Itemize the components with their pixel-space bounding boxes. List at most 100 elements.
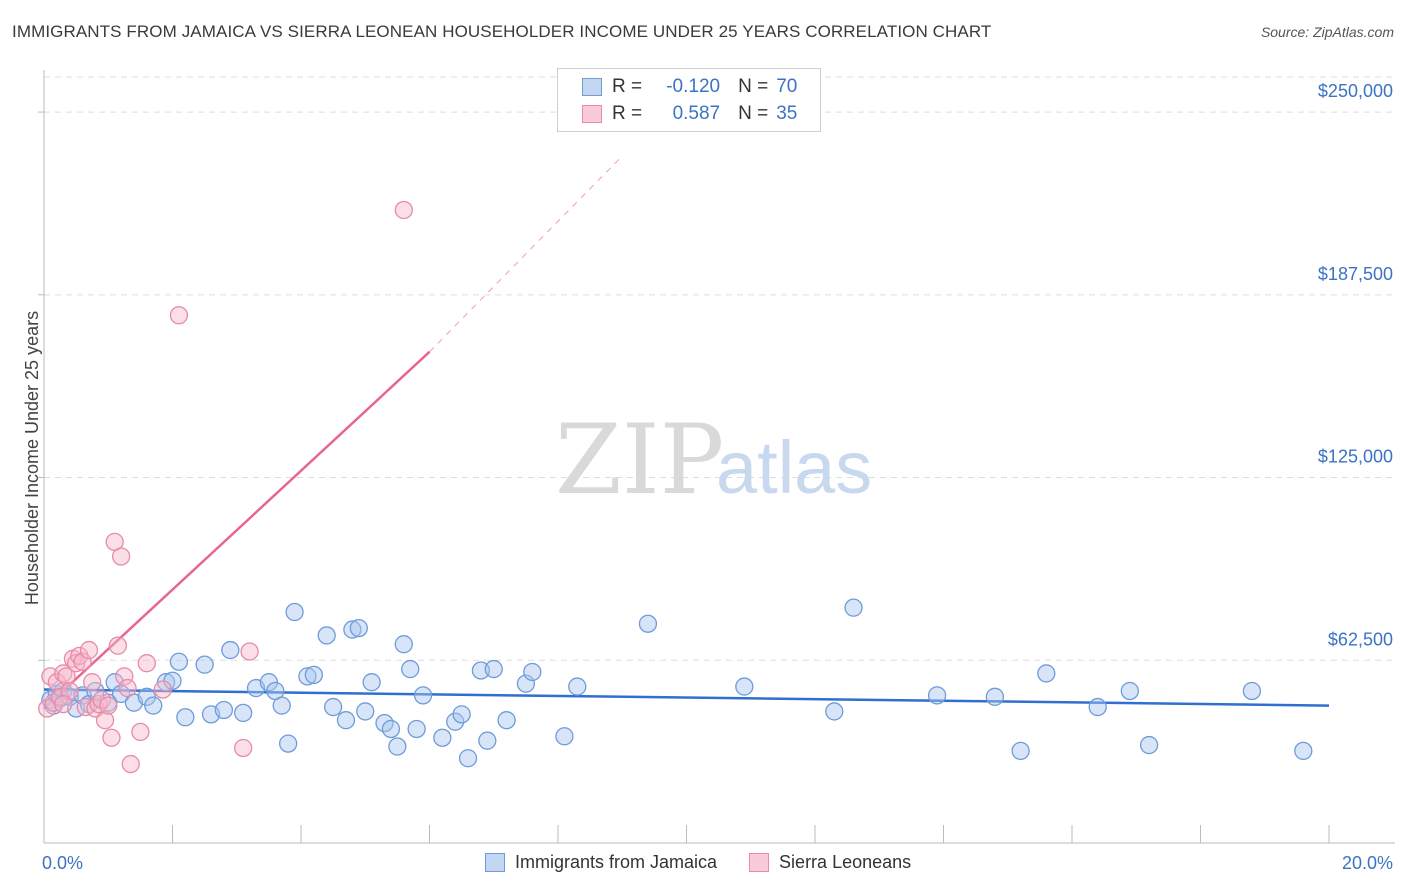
point-jamaica xyxy=(1011,741,1030,761)
point-sierra-leonean xyxy=(73,652,92,671)
axes xyxy=(38,70,1395,844)
y-tick-labels: $62,500 $125,000 $187,500 $250,000 xyxy=(1318,81,1393,649)
trend-line-sierra-extension xyxy=(429,155,623,353)
legend-row-jamaica: R = -0.120 N = 70 xyxy=(582,74,797,100)
point-jamaica xyxy=(356,702,375,721)
y-tick-label: $125,000 xyxy=(1318,447,1393,467)
point-sierra-leonean xyxy=(153,680,173,699)
point-jamaica xyxy=(214,700,234,720)
legend-r-value: 0.587 xyxy=(672,103,721,124)
legend-swatch-blue xyxy=(582,78,602,96)
point-sierra-leonean xyxy=(108,636,128,655)
legend-n-label: N = xyxy=(738,103,769,124)
point-sierra-leonean xyxy=(394,200,413,220)
point-jamaica xyxy=(1242,681,1262,701)
point-jamaica xyxy=(1120,681,1139,701)
legend-label-jamaica: Immigrants from Jamaica xyxy=(515,852,718,872)
point-sierra-leonean xyxy=(95,711,115,730)
legend-swatch-pink xyxy=(749,853,770,872)
series-legend: Immigrants from Jamaica Sierra Leoneans xyxy=(485,852,943,873)
point-sierra-leonean xyxy=(234,738,253,758)
x-tick-labels: 0.0% 20.0% xyxy=(42,853,1393,873)
point-sierra-leonean xyxy=(99,696,118,715)
point-sierra-leonean xyxy=(57,667,76,686)
y-tick-label: $62,500 xyxy=(1328,629,1393,649)
point-jamaica xyxy=(478,731,497,750)
point-jamaica xyxy=(1139,735,1159,755)
point-sierra-leonean xyxy=(83,673,102,692)
point-jamaica xyxy=(144,696,163,715)
y-tick-label: $250,000 xyxy=(1318,81,1393,101)
point-jamaica xyxy=(497,711,516,730)
point-jamaica xyxy=(272,696,291,715)
point-sierra-leonean xyxy=(121,754,140,774)
legend-n-label: N = xyxy=(738,76,769,97)
point-jamaica xyxy=(401,659,420,679)
point-jamaica xyxy=(458,749,478,768)
trend-line-jamaica xyxy=(43,688,1330,707)
trend-lines xyxy=(43,155,1330,710)
point-jamaica xyxy=(304,665,324,685)
point-jamaica xyxy=(433,728,452,747)
point-sierra-leonean xyxy=(102,728,121,747)
point-sierra-leonean xyxy=(54,664,73,683)
point-sierra-leonean xyxy=(131,722,150,742)
legend-n-value: 35 xyxy=(776,103,798,124)
point-sierra-leonean xyxy=(137,654,156,673)
legend-swatch-pink xyxy=(582,105,602,123)
point-jamaica xyxy=(278,734,298,753)
point-jamaica xyxy=(516,674,536,693)
point-jamaica xyxy=(1037,664,1056,683)
point-jamaica xyxy=(169,652,189,671)
correlation-legend: R = -0.120 N = 70 R = 0.587 N = 35 xyxy=(557,68,821,132)
y-axis-label: Householder Income Under 25 years xyxy=(22,311,42,605)
y-tick-label: $187,500 xyxy=(1318,264,1393,284)
point-jamaica xyxy=(394,635,413,654)
point-jamaica xyxy=(1294,741,1313,761)
point-jamaica xyxy=(446,712,465,731)
point-sierra-leonean xyxy=(240,642,259,661)
point-jamaica xyxy=(413,686,433,705)
grid-lines xyxy=(44,76,1395,661)
point-jamaica xyxy=(407,719,426,739)
legend-item-jamaica[interactable]: Immigrants from Jamaica xyxy=(485,852,717,873)
legend-n-value: 70 xyxy=(776,76,798,97)
legend-row-sierra: R = 0.587 N = 35 xyxy=(582,101,797,127)
point-sierra-leonean xyxy=(118,678,137,698)
point-jamaica xyxy=(1088,697,1107,717)
point-jamaica xyxy=(195,655,214,674)
point-jamaica xyxy=(523,662,542,682)
data-points xyxy=(38,200,1313,774)
point-jamaica xyxy=(336,711,356,730)
point-sierra-leonean xyxy=(111,547,131,566)
x-tick-label-min: 0.0% xyxy=(42,853,83,873)
legend-r-label: R = xyxy=(612,103,643,124)
legend-r-label: R = xyxy=(612,76,643,97)
point-jamaica xyxy=(638,614,658,633)
chart-title: IMMIGRANTS FROM JAMAICA VS SIERRA LEONEA… xyxy=(12,22,992,41)
point-jamaica xyxy=(176,708,195,727)
point-jamaica xyxy=(381,719,401,739)
point-jamaica xyxy=(927,686,947,705)
point-jamaica xyxy=(825,702,844,721)
point-sierra-leonean xyxy=(169,306,189,325)
watermark-zip: ZIP xyxy=(555,404,724,516)
legend-item-sierra[interactable]: Sierra Leoneans xyxy=(749,852,911,873)
point-jamaica xyxy=(221,640,240,660)
point-jamaica xyxy=(317,626,336,645)
x-tick-label-max: 20.0% xyxy=(1342,853,1393,873)
point-jamaica xyxy=(234,703,253,723)
point-jamaica xyxy=(452,705,471,724)
point-jamaica xyxy=(735,677,754,696)
point-jamaica xyxy=(362,673,381,692)
legend-label-sierra: Sierra Leoneans xyxy=(779,852,912,872)
point-jamaica xyxy=(349,618,368,638)
point-sierra-leonean xyxy=(115,667,134,686)
point-jamaica xyxy=(985,687,1005,706)
point-jamaica xyxy=(484,659,503,679)
source-credit: Source: ZipAtlas.com xyxy=(1260,24,1394,40)
point-jamaica xyxy=(343,620,362,639)
point-jamaica xyxy=(844,598,863,617)
trend-line-sierra xyxy=(43,350,431,710)
